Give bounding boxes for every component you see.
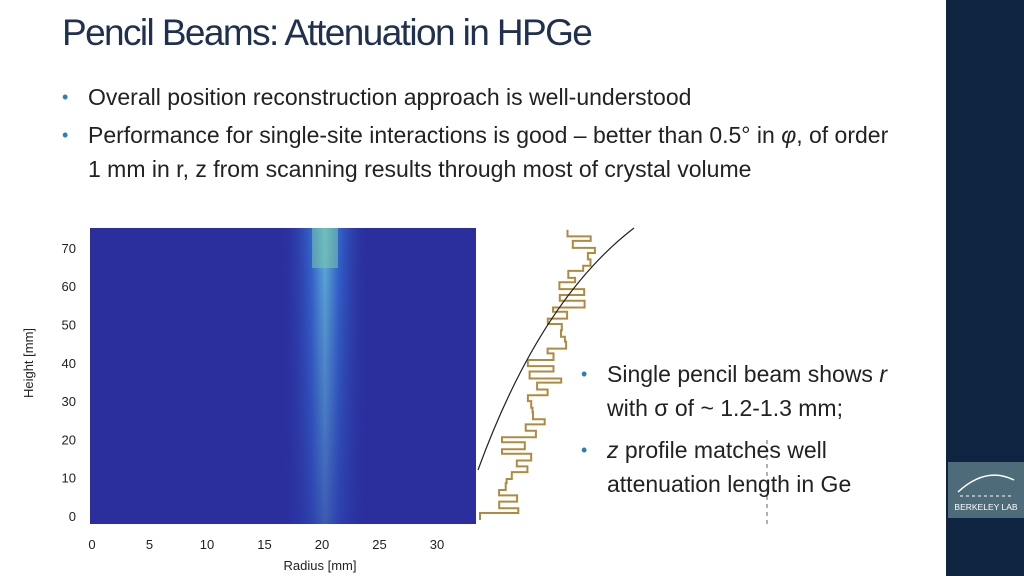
y-tick-label: 30 (62, 394, 76, 409)
bullet: Overall position reconstruction approach… (62, 80, 902, 114)
logo-text: BERKELEY LAB (954, 502, 1018, 512)
x-tick-label: 15 (257, 537, 271, 552)
x-tick-label: 0 (88, 537, 95, 552)
y-axis-label: Height [mm] (21, 328, 36, 398)
bullet: Performance for single-site interactions… (62, 118, 902, 186)
x-tick-label: 25 (372, 537, 386, 552)
bullet-text: z (607, 437, 619, 463)
figure: Height [mm] Radius [mm] 0 5 10 15 20 25 30 0 10 2… (21, 227, 768, 573)
bullet-text: φ (781, 122, 797, 148)
fit-curve (477, 227, 635, 471)
x-tick-label: 10 (200, 537, 214, 552)
bullet-text: Performance for single-site interactions… (88, 122, 782, 148)
side-bullet-list: Single pencil beam shows r with σ of ~ 1… (581, 357, 911, 509)
x-tick-label: 5 (146, 537, 153, 552)
y-tick-label: 70 (62, 241, 76, 256)
bullet-list: Overall position reconstruction approach… (62, 80, 902, 190)
bullet-text: , of order 1 mm in r, z from scanning re… (88, 122, 889, 182)
y-tick-label: 20 (62, 432, 76, 447)
x-tick-label: 30 (430, 537, 444, 552)
bullet: z profile matches well attenuation lengt… (581, 433, 911, 501)
y-tick-label: 50 (62, 318, 76, 333)
y-tick-label: 0 (69, 509, 76, 524)
bullet: Single pencil beam shows r with σ of ~ 1… (581, 357, 911, 425)
slide-title: Pencil Beams: Attenuation in HPGe (62, 12, 593, 53)
logo: BERKELEY LAB (948, 462, 1024, 518)
heatmap-beam (280, 228, 370, 524)
heatmap-hotspot (312, 228, 338, 268)
bullet-text: r (879, 361, 887, 387)
bullet-text: with σ of ~ 1.2-1.3 mm; (607, 395, 843, 421)
bullet-text: profile matches well attenuation length … (607, 437, 852, 497)
bullet-text: Single pencil beam shows (607, 361, 880, 387)
x-tick-label: 20 (315, 537, 329, 552)
y-tick-label: 40 (62, 356, 76, 371)
logo-mark (957, 474, 1015, 497)
y-tick-label: 60 (62, 279, 76, 294)
profile-histogram (479, 229, 596, 520)
y-tick-label: 10 (62, 471, 76, 486)
x-axis-label: Radius [mm] (284, 558, 357, 573)
bullet-text: Overall position reconstruction approach… (88, 84, 692, 110)
